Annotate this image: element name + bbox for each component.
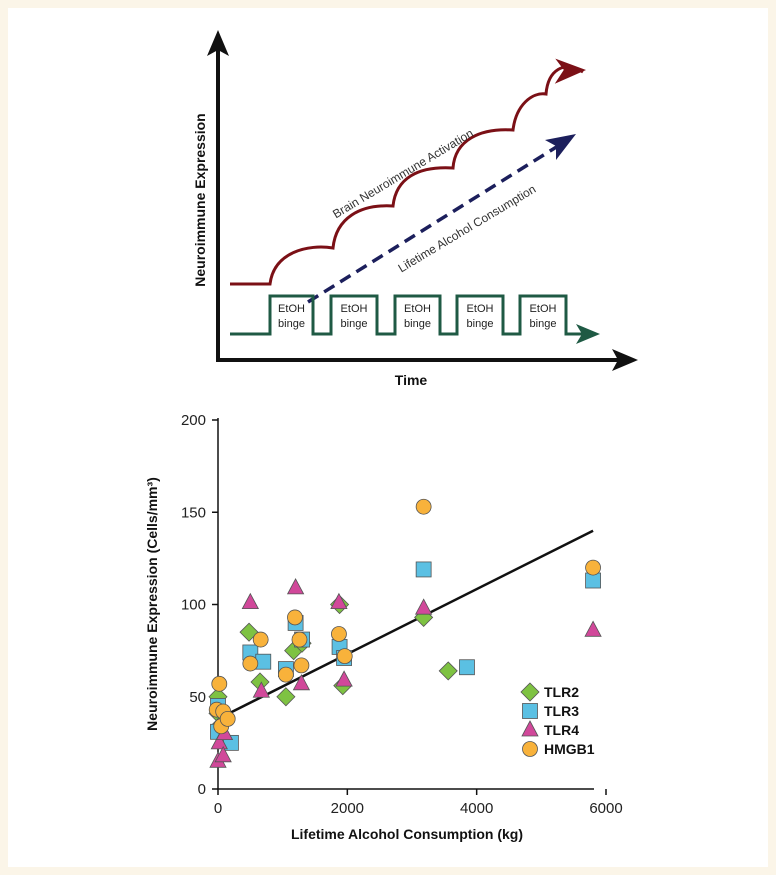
binge-label: EtOH [278,303,305,315]
consumption-arrowhead [545,134,576,160]
series-tlr3 [210,561,601,751]
legend-marker-hmgb1 [522,741,538,757]
point-hmgb1 [252,631,269,648]
binge-arrowhead [576,324,600,344]
point-tlr3 [255,653,272,670]
binge-label: binge [530,318,557,330]
y-tick-label: 50 [189,689,206,706]
point-hmgb1 [242,655,259,672]
point-tlr4 [335,670,353,687]
consumption-line [307,144,559,304]
concept-x-axis-label: Time [395,372,428,388]
point-tlr2 [276,687,296,707]
chart-x-axis-label: Lifetime Alcohol Consumption (kg) [291,826,523,842]
point-tlr3 [459,659,475,676]
binge-label: binge [278,318,305,330]
trendline [217,529,594,721]
legend-label-tlr2: TLR2 [544,684,579,700]
binge-label: EtOH [341,303,368,315]
binge-label: EtOH [467,303,494,315]
series-tlr4 [209,578,602,768]
point-tlr4 [584,620,602,637]
point-tlr4 [414,598,433,615]
concept-diagram: Neuroimmune Expression Time Brain Neuroi… [192,30,638,388]
x-tick-label: 0 [214,800,222,817]
y-tick-label: 0 [198,781,206,798]
legend-marker-tlr3 [522,703,538,719]
point-tlr4 [252,681,270,698]
point-hmgb1 [219,710,236,727]
concept-x-axis-arrowhead [612,349,638,371]
activation-label: Brain Neuroimmune Activation [330,126,476,221]
point-hmgb1 [331,626,347,642]
point-tlr4 [241,592,259,610]
point-hmgb1 [293,657,310,674]
binge-labels: EtOH binge EtOH binge EtOH binge EtOH binge EtOH… [278,303,556,330]
point-hmgb1 [287,609,303,626]
point-hmgb1 [415,498,432,515]
series-hmgb1 [208,498,601,735]
binge-wave [230,294,583,336]
figure-panel: Neuroimmune Expression Time Brain Neuroi… [8,8,768,867]
activation-arrowhead [554,58,586,84]
y-ticks: 0 50 100 150 200 [181,412,218,798]
y-tick-label: 150 [181,504,206,521]
legend: TLR2 TLR3 TLR4 HMGB1 [520,682,595,757]
binge-label: binge [404,318,431,330]
x-ticks: 0 2000 4000 6000 [214,789,623,817]
point-hmgb1 [291,631,308,648]
point-tlr4 [286,578,305,595]
point-tlr4 [292,673,311,691]
legend-label-tlr3: TLR3 [544,703,579,719]
point-hmgb1 [585,559,601,576]
legend-label-tlr4: TLR4 [544,722,579,738]
activation-curve [230,65,584,286]
point-hmgb1 [277,666,294,683]
figure-svg: Neuroimmune Expression Time Brain Neuroi… [144,30,638,842]
chart-y-axis-label: Neuroimmune Expression (Cells/mm³) [144,477,160,731]
legend-marker-tlr4 [521,720,539,737]
x-tick-label: 2000 [331,800,364,817]
binge-label: EtOH [404,303,431,315]
legend-label-hmgb1: HMGB1 [544,741,595,757]
point-tlr4 [210,733,228,750]
point-tlr4 [214,745,232,763]
concept-y-axis-label: Neuroimmune Expression [192,113,208,287]
legend-marker-tlr2 [520,682,540,702]
point-hmgb1 [211,675,228,692]
consumption-label: Lifetime Alcohol Consumption [396,182,539,275]
binge-label: EtOH [530,303,557,315]
y-tick-label: 200 [181,412,206,429]
data-points [208,498,602,768]
point-tlr4 [330,592,348,610]
binge-label: binge [467,318,494,330]
point-tlr3 [415,561,432,578]
binge-label: binge [341,318,368,330]
x-tick-label: 4000 [460,800,493,817]
concept-y-axis-arrowhead [207,30,229,56]
x-tick-label: 6000 [589,800,622,817]
point-hmgb1 [336,648,353,665]
scatter-chart: 0 50 100 150 200 0 2000 4000 6000 TLR2 TLR3 TLR4 H… [144,412,623,842]
y-tick-label: 100 [181,597,206,614]
point-tlr2 [438,661,458,681]
